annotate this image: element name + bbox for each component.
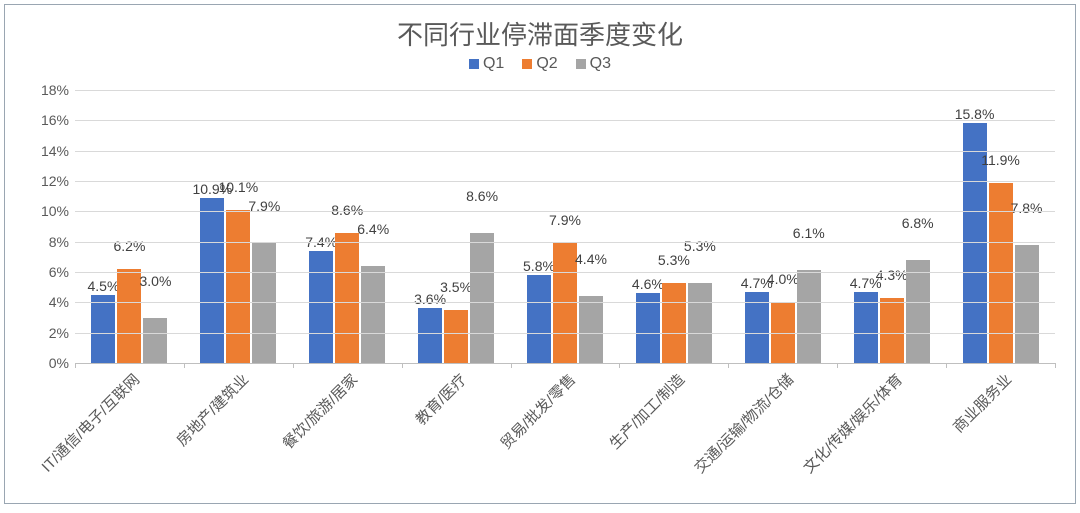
bar-group: 3.6%3.5%8.6%: [402, 233, 511, 363]
bar-value-label: 8.6%: [466, 188, 498, 205]
x-tick: [293, 363, 294, 368]
bar-q2: 6.2%: [117, 269, 141, 363]
bar-group: 4.7%4.3%6.8%: [837, 260, 946, 363]
bar-q1: 10.9%: [200, 198, 224, 363]
bar-group: 4.6%5.3%5.3%: [619, 283, 728, 363]
y-tick-label: 10%: [41, 203, 75, 219]
x-tick: [837, 363, 838, 368]
x-axis-label: 教育/医疗: [411, 369, 471, 429]
x-tick: [946, 363, 947, 368]
chart-title: 不同行业停滞面季度变化: [5, 15, 1075, 52]
bar-q2: 3.5%: [444, 310, 468, 363]
x-axis-label: 房地产/建筑业: [172, 369, 253, 450]
bar-q3: 6.8%: [906, 260, 930, 363]
y-tick-label: 0%: [49, 355, 75, 371]
bar-q2: 5.3%: [662, 283, 686, 363]
legend-label: Q1: [483, 55, 504, 73]
y-tick-label: 16%: [41, 112, 75, 128]
x-axis-label: 商业服务业: [948, 369, 1016, 437]
grid-line: [75, 333, 1055, 334]
grid-line: [75, 90, 1055, 91]
bar-q1: 5.8%: [527, 275, 551, 363]
bar-value-label: 4.0%: [767, 271, 799, 288]
bar-q1: 3.6%: [418, 308, 442, 363]
bar-value-label: 6.1%: [793, 225, 825, 242]
legend-item-q3: Q3: [576, 55, 611, 73]
bar-value-label: 3.5%: [440, 279, 472, 296]
legend: Q1 Q2 Q3: [5, 55, 1075, 73]
y-tick-label: 4%: [49, 294, 75, 310]
bar-value-label: 6.8%: [902, 215, 934, 232]
y-tick-label: 8%: [49, 234, 75, 250]
x-tick: [184, 363, 185, 368]
bar-value-label: 6.4%: [357, 221, 389, 238]
legend-label: Q2: [536, 55, 557, 73]
x-axis-label: 文化/传媒/娱乐/体育: [798, 369, 907, 478]
bar-group: 4.5%6.2%3.0%: [75, 269, 184, 363]
x-axis-label: 交通/运输/物流/仓储: [689, 369, 798, 478]
bar-q3: 8.6%: [470, 233, 494, 363]
legend-swatch: [469, 59, 479, 69]
x-axis-label: 贸易/批发/零售: [495, 369, 579, 453]
bar-value-label: 7.8%: [1011, 200, 1043, 217]
bar-q1: 4.5%: [91, 295, 115, 363]
x-tick: [619, 363, 620, 368]
bar-value-label: 6.2%: [113, 238, 145, 255]
x-axis-label: IT/通信/电子/互联网: [37, 369, 144, 476]
bar-group: 10.9%10.1%7.9%: [184, 198, 293, 363]
bar-value-label: 7.9%: [549, 212, 581, 229]
x-axis-label: 生产/加工/制造: [604, 369, 688, 453]
bar-value-label: 7.9%: [248, 198, 280, 215]
x-tick: [728, 363, 729, 368]
y-tick-label: 14%: [41, 143, 75, 159]
bar-q2: 8.6%: [335, 233, 359, 363]
bars-layer: 4.5%6.2%3.0%10.9%10.1%7.9%7.4%8.6%6.4%3.…: [75, 90, 1055, 363]
legend-item-q2: Q2: [522, 55, 557, 73]
bar-q3: 6.1%: [797, 270, 821, 363]
bar-group: 4.7%4.0%6.1%: [728, 270, 837, 363]
grid-line: [75, 302, 1055, 303]
x-tick: [402, 363, 403, 368]
legend-item-q1: Q1: [469, 55, 504, 73]
bar-q3: 5.3%: [688, 283, 712, 363]
grid-line: [75, 120, 1055, 121]
grid-line: [75, 151, 1055, 152]
bar-q3: 6.4%: [361, 266, 385, 363]
bar-value-label: 3.0%: [139, 273, 171, 290]
x-axis-label: 餐饮/旅游/居家: [278, 369, 362, 453]
y-tick-label: 2%: [49, 325, 75, 341]
y-tick-label: 18%: [41, 82, 75, 98]
bar-value-label: 4.3%: [876, 267, 908, 284]
plot-area: 4.5%6.2%3.0%10.9%10.1%7.9%7.4%8.6%6.4%3.…: [75, 90, 1055, 363]
bar-q2: 4.3%: [880, 298, 904, 363]
grid-line: [75, 211, 1055, 212]
bar-q2: 10.1%: [226, 210, 250, 363]
bar-q3: 4.4%: [579, 296, 603, 363]
bar-group: 15.8%11.9%7.8%: [946, 123, 1055, 363]
y-tick-label: 12%: [41, 173, 75, 189]
bar-value-label: 8.6%: [331, 202, 363, 219]
y-tick-label: 6%: [49, 264, 75, 280]
bar-value-label: 5.3%: [684, 238, 716, 255]
bar-value-label: 4.5%: [87, 278, 119, 295]
bar-q3: 7.8%: [1015, 245, 1039, 363]
grid-line: [75, 181, 1055, 182]
x-tick: [511, 363, 512, 368]
bar-value-label: 4.4%: [575, 251, 607, 268]
legend-swatch: [522, 59, 532, 69]
x-axis-labels: IT/通信/电子/互联网房地产/建筑业餐饮/旅游/居家教育/医疗贸易/批发/零售…: [75, 363, 1055, 503]
legend-label: Q3: [590, 55, 611, 73]
x-tick: [1055, 363, 1056, 368]
bar-q3: 3.0%: [143, 318, 167, 364]
x-tick: [75, 363, 76, 368]
chart-frame: 不同行业停滞面季度变化 Q1Q2Q3 4.5%6.2%3.0%10.9%10.1…: [4, 4, 1076, 504]
bar-group: 7.4%8.6%6.4%: [293, 233, 402, 363]
legend-swatch: [576, 59, 586, 69]
bar-q1: 4.6%: [636, 293, 660, 363]
bar-value-label: 11.9%: [981, 152, 1020, 169]
bar-value-label: 4.6%: [632, 276, 664, 293]
grid-line: [75, 272, 1055, 273]
grid-line: [75, 242, 1055, 243]
bar-q1: 7.4%: [309, 251, 333, 363]
